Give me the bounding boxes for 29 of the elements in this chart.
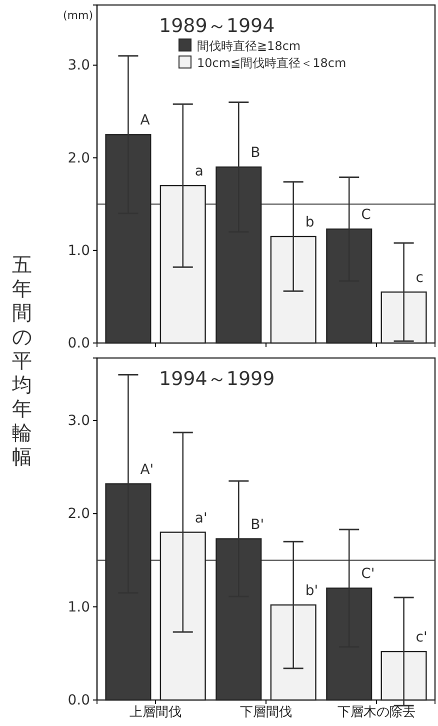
text: (mm) xyxy=(62,9,93,22)
data-label: A' xyxy=(140,462,154,478)
y-tick-label: 3.0 xyxy=(68,58,90,74)
y-tick-label: 2.0 xyxy=(68,150,90,166)
data-label: b xyxy=(305,214,314,231)
text: 五年間の平均年輪幅 xyxy=(12,252,32,468)
x-tick-label: 下層間伐 xyxy=(240,705,292,720)
data-label: C xyxy=(361,207,372,224)
text: 1989～1994 xyxy=(159,15,275,37)
data-label: A xyxy=(140,112,150,129)
data-label: b' xyxy=(305,582,318,599)
data-label: a' xyxy=(194,510,208,526)
data-label: c xyxy=(416,270,424,286)
y-tick-label: 3.0 xyxy=(68,412,90,429)
data-label: c' xyxy=(416,630,428,646)
legend-label: 10cm≦間伐時直径＜18cm xyxy=(197,56,346,70)
y-tick-label: 2.0 xyxy=(68,506,90,522)
y-tick-label: 0.0 xyxy=(68,692,90,708)
data-label: a xyxy=(194,164,204,180)
text: 1994～1999 xyxy=(159,368,275,390)
y-tick-label: 0.0 xyxy=(68,335,90,352)
data-label: B' xyxy=(250,516,264,533)
legend-label: 間伐時直径≧18cm xyxy=(197,39,301,53)
x-tick-label: 上層間伐 xyxy=(130,705,182,720)
data-label: B xyxy=(250,145,260,162)
x-tick-label: 下層木の除去 xyxy=(337,705,416,720)
data-label: C' xyxy=(361,566,375,582)
y-tick-label: 1.0 xyxy=(68,599,90,616)
y-tick-label: 1.0 xyxy=(68,242,90,259)
